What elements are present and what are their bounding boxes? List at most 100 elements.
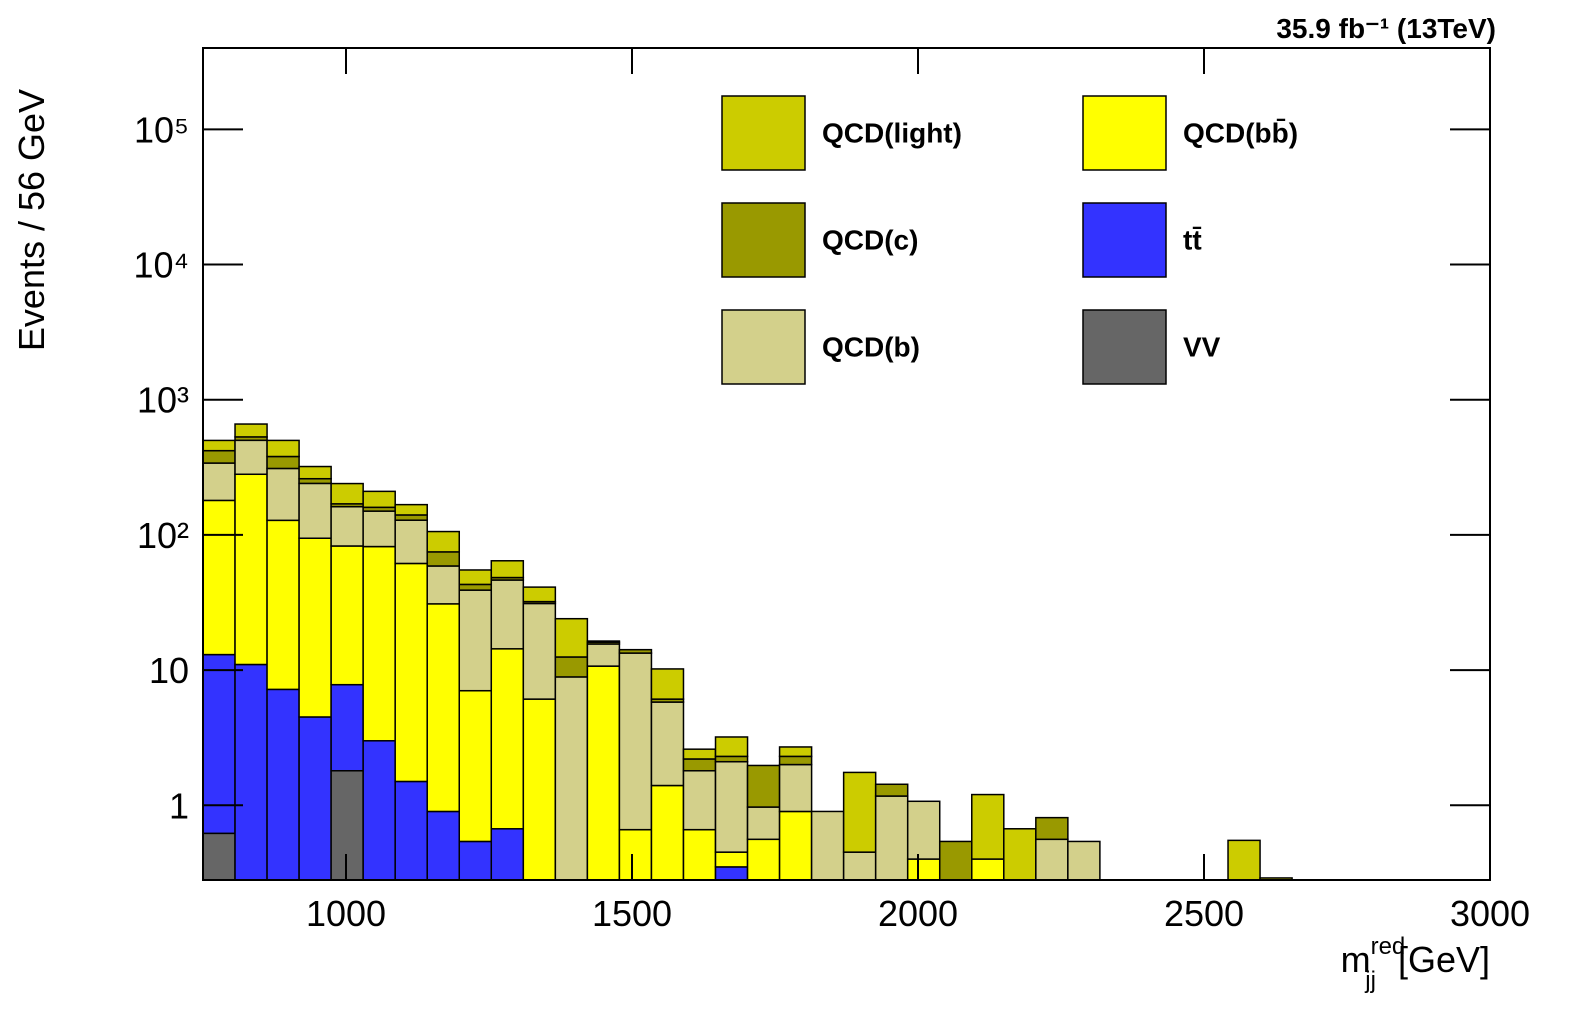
bar-segment bbox=[394, 503, 428, 516]
bar-segment bbox=[203, 832, 236, 880]
y-tick-label: 10⁴ bbox=[133, 245, 189, 286]
y-axis-label: Events / 56 GeV bbox=[11, 89, 52, 351]
bar-segment bbox=[394, 562, 428, 783]
bar-segment bbox=[394, 514, 428, 521]
bar-segment bbox=[522, 586, 557, 603]
bar-segment bbox=[906, 800, 941, 860]
x-label-sub: jj bbox=[1364, 967, 1376, 994]
bar-segment bbox=[1035, 838, 1069, 880]
legend: VV tt̄ QCD(bb̄) QCD(b) QCD(c) QCD(light) bbox=[721, 95, 1298, 385]
bar-segment bbox=[682, 828, 717, 880]
bar-segment bbox=[458, 569, 493, 586]
bar-segment bbox=[778, 746, 813, 758]
bar-segment bbox=[362, 510, 396, 548]
bar-segment bbox=[490, 648, 525, 830]
bar-segment bbox=[490, 560, 525, 579]
bar-segment bbox=[650, 701, 685, 787]
legend-label: QCD(bb̄) bbox=[1183, 117, 1298, 148]
bar-segment bbox=[714, 755, 749, 763]
bar-segment bbox=[203, 499, 236, 656]
legend-swatch bbox=[721, 202, 806, 278]
bar-segment bbox=[266, 467, 300, 522]
bar-segment bbox=[394, 519, 428, 565]
bar-segment bbox=[746, 764, 781, 808]
bar-segment bbox=[1227, 839, 1261, 880]
bar-segment bbox=[426, 603, 461, 813]
legend-swatch bbox=[721, 95, 806, 171]
bar-segment bbox=[203, 439, 236, 452]
legend-label: QCD(b) bbox=[822, 331, 920, 362]
bar-segment bbox=[330, 770, 364, 880]
bar-segment bbox=[362, 490, 396, 509]
bar-segment bbox=[266, 439, 300, 458]
bar-segment bbox=[778, 810, 813, 880]
bar-segment bbox=[298, 716, 332, 880]
bar-segment bbox=[682, 748, 717, 760]
bar-segment bbox=[426, 565, 461, 605]
bar-segment bbox=[522, 698, 557, 880]
bar-segment bbox=[650, 668, 685, 700]
bars bbox=[203, 423, 1293, 880]
bar-segment bbox=[906, 858, 941, 880]
bar-segment bbox=[330, 505, 364, 547]
y-tick-label: 10 bbox=[149, 650, 189, 691]
bar-segment bbox=[298, 465, 332, 480]
bar-segment bbox=[362, 545, 396, 742]
legend-swatch bbox=[1082, 202, 1167, 278]
x-tick-label: 2000 bbox=[878, 893, 958, 934]
legend-label: QCD(light) bbox=[822, 117, 962, 148]
x-tick-label: 3000 bbox=[1450, 893, 1530, 934]
bar-segment bbox=[1067, 840, 1101, 880]
bar-segment bbox=[586, 665, 621, 880]
bar-segment bbox=[554, 676, 589, 880]
legend-swatch bbox=[721, 309, 806, 385]
bar-segment bbox=[234, 423, 268, 438]
bar-segment bbox=[298, 482, 332, 539]
x-axis-label: mred jj [GeV] bbox=[1341, 933, 1490, 994]
legend-label: tt̄ bbox=[1183, 224, 1202, 255]
y-tick-label: 10⁵ bbox=[134, 109, 189, 150]
x-tick-label: 1000 bbox=[306, 893, 386, 934]
bar-segment bbox=[650, 784, 685, 880]
bar-segment bbox=[746, 806, 781, 841]
bar-segment bbox=[458, 840, 493, 880]
bar-segment bbox=[234, 663, 268, 880]
bar-segment bbox=[426, 810, 461, 880]
x-label-sup: red bbox=[1371, 933, 1406, 960]
bar-segment bbox=[682, 758, 717, 772]
bar-segment bbox=[554, 656, 589, 678]
bar-segment bbox=[810, 810, 845, 880]
bar-segment bbox=[203, 653, 236, 835]
x-tick-label: 2500 bbox=[1164, 893, 1244, 934]
bar-segment bbox=[586, 643, 621, 667]
bar-segment bbox=[458, 583, 493, 591]
bar-segment bbox=[618, 652, 653, 831]
bar-segment bbox=[778, 763, 813, 813]
bar-segment bbox=[203, 449, 236, 464]
plot-frame bbox=[202, 47, 1491, 881]
bar-segment bbox=[746, 838, 781, 880]
bar-segment bbox=[458, 689, 493, 843]
bar-segment bbox=[426, 551, 461, 567]
bar-segment bbox=[554, 617, 589, 658]
bar-segment bbox=[778, 755, 813, 766]
bar-segment bbox=[874, 783, 909, 797]
bar-segment bbox=[266, 455, 300, 470]
bar-segment bbox=[971, 793, 1005, 860]
bar-segment bbox=[522, 602, 557, 700]
bar-segment bbox=[458, 589, 493, 692]
bar-segment bbox=[394, 780, 428, 880]
bar-segment bbox=[426, 530, 461, 553]
bar-segment bbox=[203, 462, 236, 502]
lumi-label: 35.9 fb⁻¹ (13TeV) bbox=[1276, 13, 1496, 44]
bar-segment bbox=[330, 545, 364, 686]
y-tick-label: 10³ bbox=[137, 380, 189, 421]
bar-segment bbox=[874, 795, 909, 880]
x-label-unit: [GeV] bbox=[1398, 939, 1490, 980]
axes: 1000 1500 2000 2500 3000 1 10 10² 10³ 10⁴ 10⁵ bbox=[133, 48, 1530, 934]
bar-segment bbox=[714, 851, 749, 868]
x-tick-label: 1500 bbox=[592, 893, 672, 934]
bar-segment bbox=[714, 736, 749, 758]
y-tick-label: 10² bbox=[137, 515, 189, 556]
